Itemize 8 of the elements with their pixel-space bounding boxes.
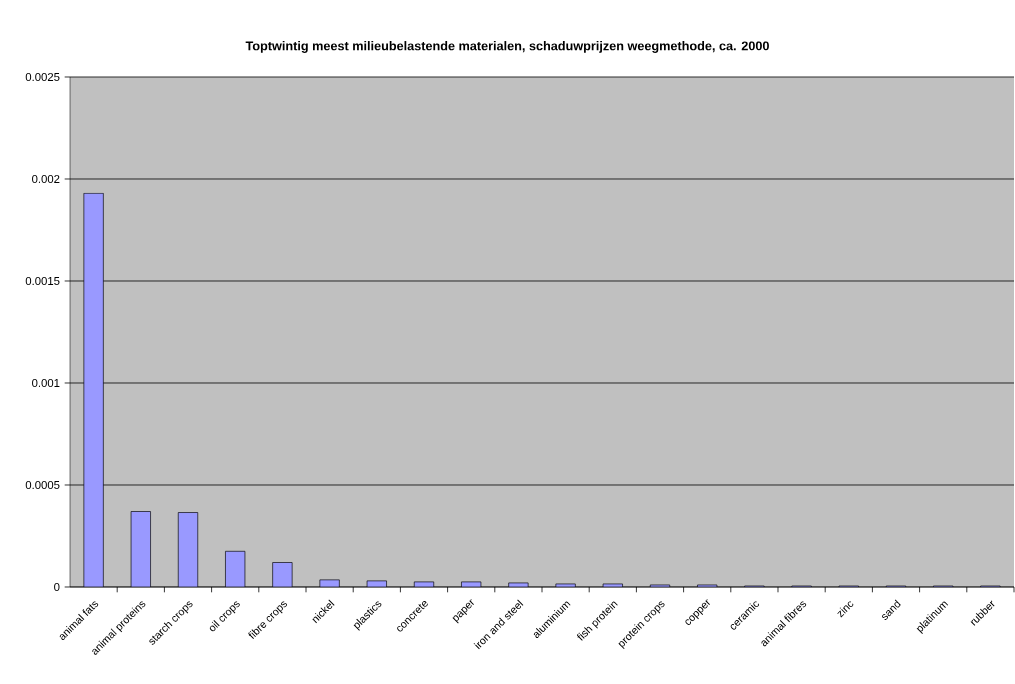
y-tick-label: 0 <box>54 582 60 591</box>
y-tick-label: 0.001 <box>32 378 60 387</box>
y-tick-label: 0.0025 <box>25 72 60 81</box>
y-tick-label: 0.0015 <box>25 276 60 285</box>
y-tick-label: 0.002 <box>32 174 60 183</box>
y-tick-label: 0.0005 <box>25 480 60 489</box>
x-tick-label: zinc <box>837 601 854 618</box>
chart-title: Toptwintig meest milieubelastende materialen, schaduwprijzen weegmethode, ca. 2000 <box>245 41 769 53</box>
